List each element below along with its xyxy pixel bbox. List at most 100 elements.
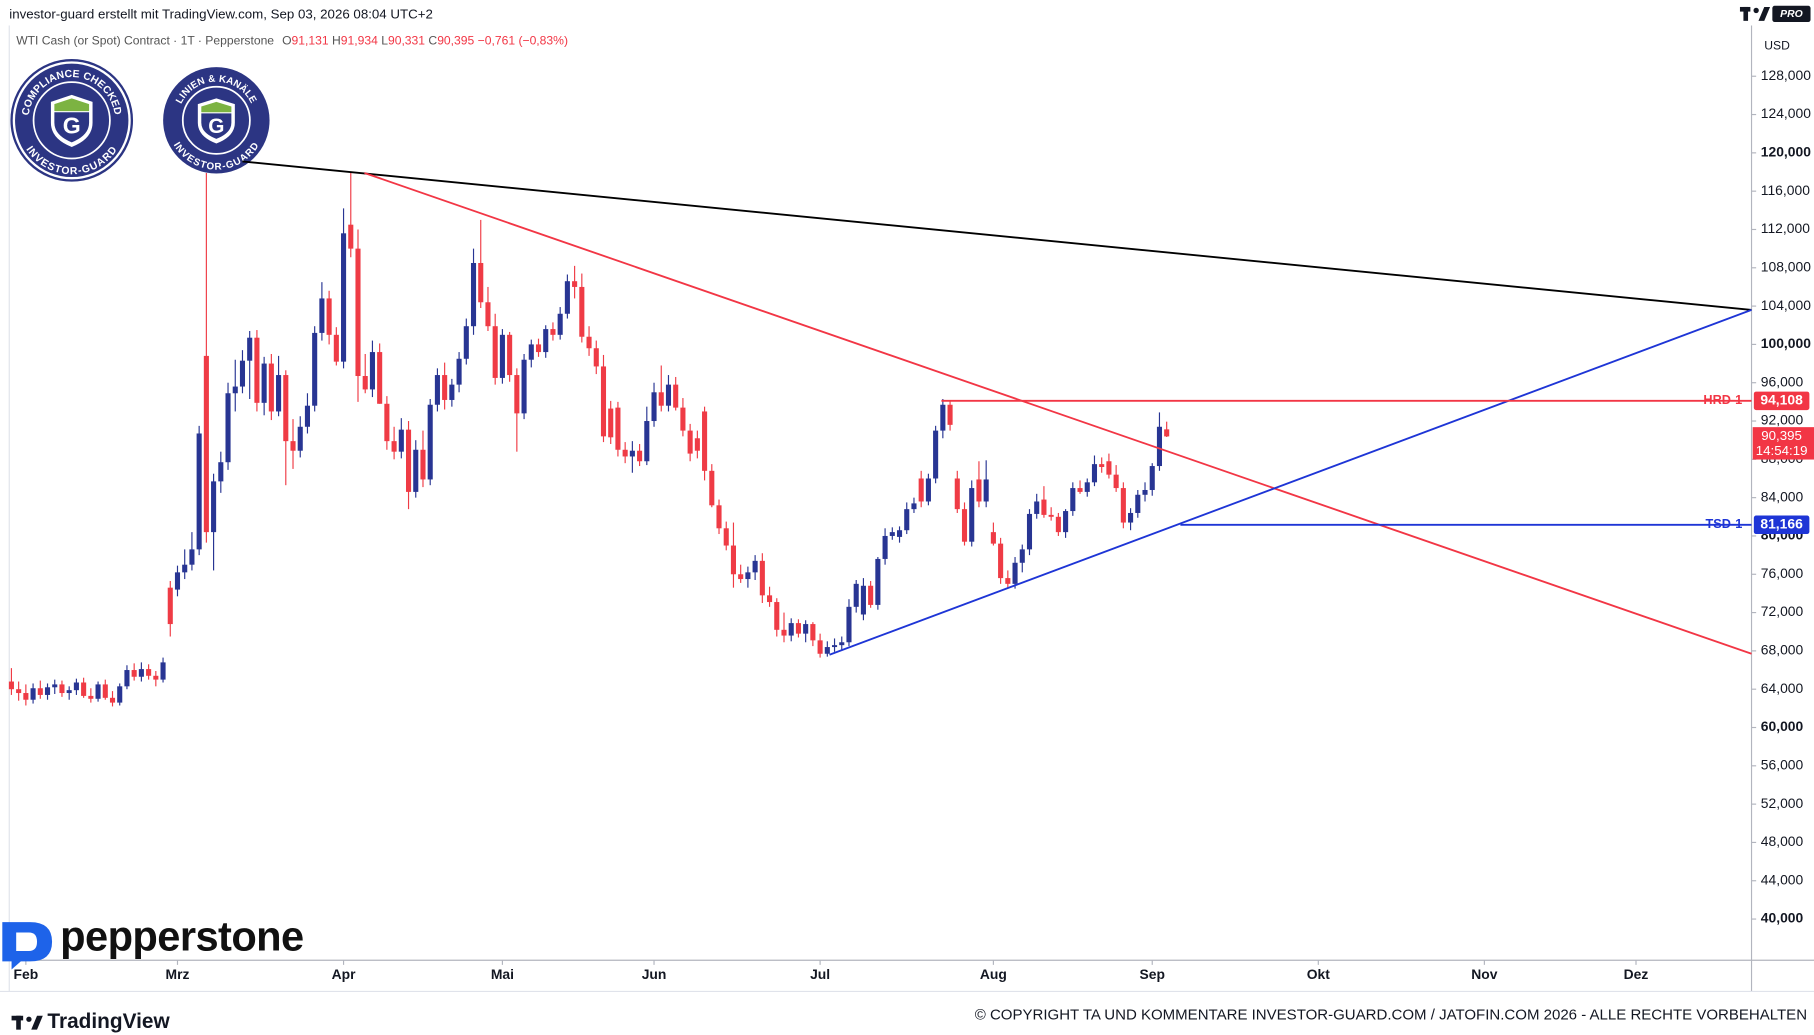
candle-body bbox=[990, 532, 996, 544]
candle-body bbox=[232, 386, 238, 394]
candle-body bbox=[1099, 464, 1105, 467]
candle-body bbox=[976, 479, 982, 502]
pro-label: PRO bbox=[1780, 9, 1803, 20]
candle-body bbox=[781, 629, 787, 636]
badge: G LINIEN & KANÄLE INVESTOR-GUARD bbox=[163, 67, 270, 174]
candle-body bbox=[521, 359, 527, 414]
y-tick-label: 96,000 bbox=[1761, 373, 1804, 389]
candle-body bbox=[1012, 562, 1018, 584]
logo-part bbox=[26, 1016, 32, 1022]
candle-body bbox=[933, 430, 939, 479]
badge-inner-ring bbox=[32, 81, 111, 160]
badge-inner-ring bbox=[181, 85, 251, 155]
badge-g: G bbox=[63, 112, 81, 138]
last-price-countdown: 14:54:19 bbox=[1756, 443, 1808, 458]
y-tick-label: 124,000 bbox=[1761, 105, 1811, 121]
badge-shield-body bbox=[201, 113, 232, 139]
candle-body bbox=[803, 624, 809, 634]
level-value: 94,108 bbox=[1760, 392, 1803, 408]
y-tick-label: 56,000 bbox=[1761, 756, 1804, 772]
candle-body bbox=[572, 281, 578, 287]
candle-body bbox=[651, 392, 657, 422]
candle-body bbox=[586, 336, 592, 349]
candle-body bbox=[925, 478, 931, 502]
candle-body bbox=[478, 262, 484, 303]
candle-body bbox=[774, 602, 780, 630]
byline: investor-guard erstellt mit TradingView.… bbox=[9, 7, 433, 22]
candle-body bbox=[528, 344, 534, 360]
badge-shield-top bbox=[201, 101, 232, 113]
candle-body bbox=[225, 393, 231, 463]
pepperstone-logo: pepperstone bbox=[2, 912, 304, 970]
candle-body bbox=[954, 478, 960, 510]
candle-body bbox=[680, 407, 686, 431]
logo-part bbox=[16, 1015, 21, 1030]
candle-body bbox=[694, 438, 700, 451]
platform-name: TradingView bbox=[47, 1010, 170, 1033]
candle-body bbox=[983, 479, 989, 502]
x-tick-label: Jul bbox=[810, 966, 830, 982]
candle-body bbox=[550, 329, 556, 335]
candle-body bbox=[1142, 489, 1148, 495]
y-tick-label: 48,000 bbox=[1761, 833, 1804, 849]
candle-body bbox=[658, 392, 664, 406]
candle-body bbox=[355, 248, 361, 377]
candle-body bbox=[153, 675, 159, 680]
y-tick-label: 44,000 bbox=[1761, 871, 1804, 887]
candle-body bbox=[1164, 429, 1170, 437]
candle-body bbox=[1063, 511, 1069, 533]
candle-body bbox=[30, 688, 36, 700]
candle-body bbox=[702, 411, 708, 471]
badge-shield-body bbox=[54, 112, 90, 143]
candle-body bbox=[637, 450, 643, 462]
candle-body bbox=[665, 384, 672, 406]
legend-change: −0,761 (−0,83%) bbox=[478, 34, 568, 48]
legend-key: H bbox=[332, 34, 341, 48]
tradingview-logo: TradingView bbox=[11, 1010, 170, 1033]
level-name: TSD-1 bbox=[1706, 516, 1743, 531]
candle-body bbox=[600, 366, 607, 437]
candle-body bbox=[283, 375, 289, 442]
y-tick-label: 128,000 bbox=[1761, 67, 1811, 83]
candle-body bbox=[1084, 482, 1090, 492]
candle-body bbox=[875, 558, 881, 605]
candle-body bbox=[629, 450, 635, 457]
symbol-title: WTI Cash (or Spot) Contract · 1T · Peppe… bbox=[16, 34, 274, 48]
candle-body bbox=[463, 326, 469, 359]
candle-body bbox=[189, 549, 195, 565]
candle-body bbox=[514, 375, 520, 414]
y-tick-label: 68,000 bbox=[1761, 642, 1804, 658]
y-tick-label: 100,000 bbox=[1761, 335, 1811, 351]
candle-body bbox=[998, 543, 1004, 579]
candle-body bbox=[52, 684, 58, 688]
candle-body bbox=[882, 535, 888, 559]
candle-body bbox=[709, 470, 715, 506]
legend-key: O bbox=[282, 34, 291, 48]
candle-body bbox=[196, 433, 202, 550]
candle-body bbox=[824, 647, 830, 654]
candle-body bbox=[73, 682, 79, 691]
candle-body bbox=[918, 478, 924, 502]
candle-body bbox=[333, 334, 339, 362]
candle-body bbox=[384, 403, 390, 442]
candle-body bbox=[109, 697, 116, 703]
candle-body bbox=[1106, 461, 1112, 475]
candle-body bbox=[716, 505, 722, 529]
candle-body bbox=[319, 298, 325, 333]
candle-body bbox=[405, 429, 412, 492]
currency-label: USD bbox=[1764, 39, 1790, 53]
candle-body bbox=[738, 574, 744, 580]
candle-body bbox=[896, 530, 903, 537]
badge-g: G bbox=[208, 115, 224, 138]
candle-body bbox=[1034, 501, 1040, 514]
candle-body bbox=[730, 545, 737, 575]
badge: G COMPLIANCE CHECKED INVESTOR-GUARD bbox=[10, 59, 134, 182]
candle-body bbox=[182, 564, 188, 573]
level-value: 81,166 bbox=[1760, 515, 1803, 531]
candle-body bbox=[723, 528, 729, 546]
candle-body bbox=[564, 281, 570, 314]
trend-line bbox=[364, 172, 1752, 655]
level-name: HRD-1 bbox=[1703, 392, 1742, 407]
candle-body bbox=[413, 449, 419, 492]
candle-body bbox=[434, 375, 440, 405]
